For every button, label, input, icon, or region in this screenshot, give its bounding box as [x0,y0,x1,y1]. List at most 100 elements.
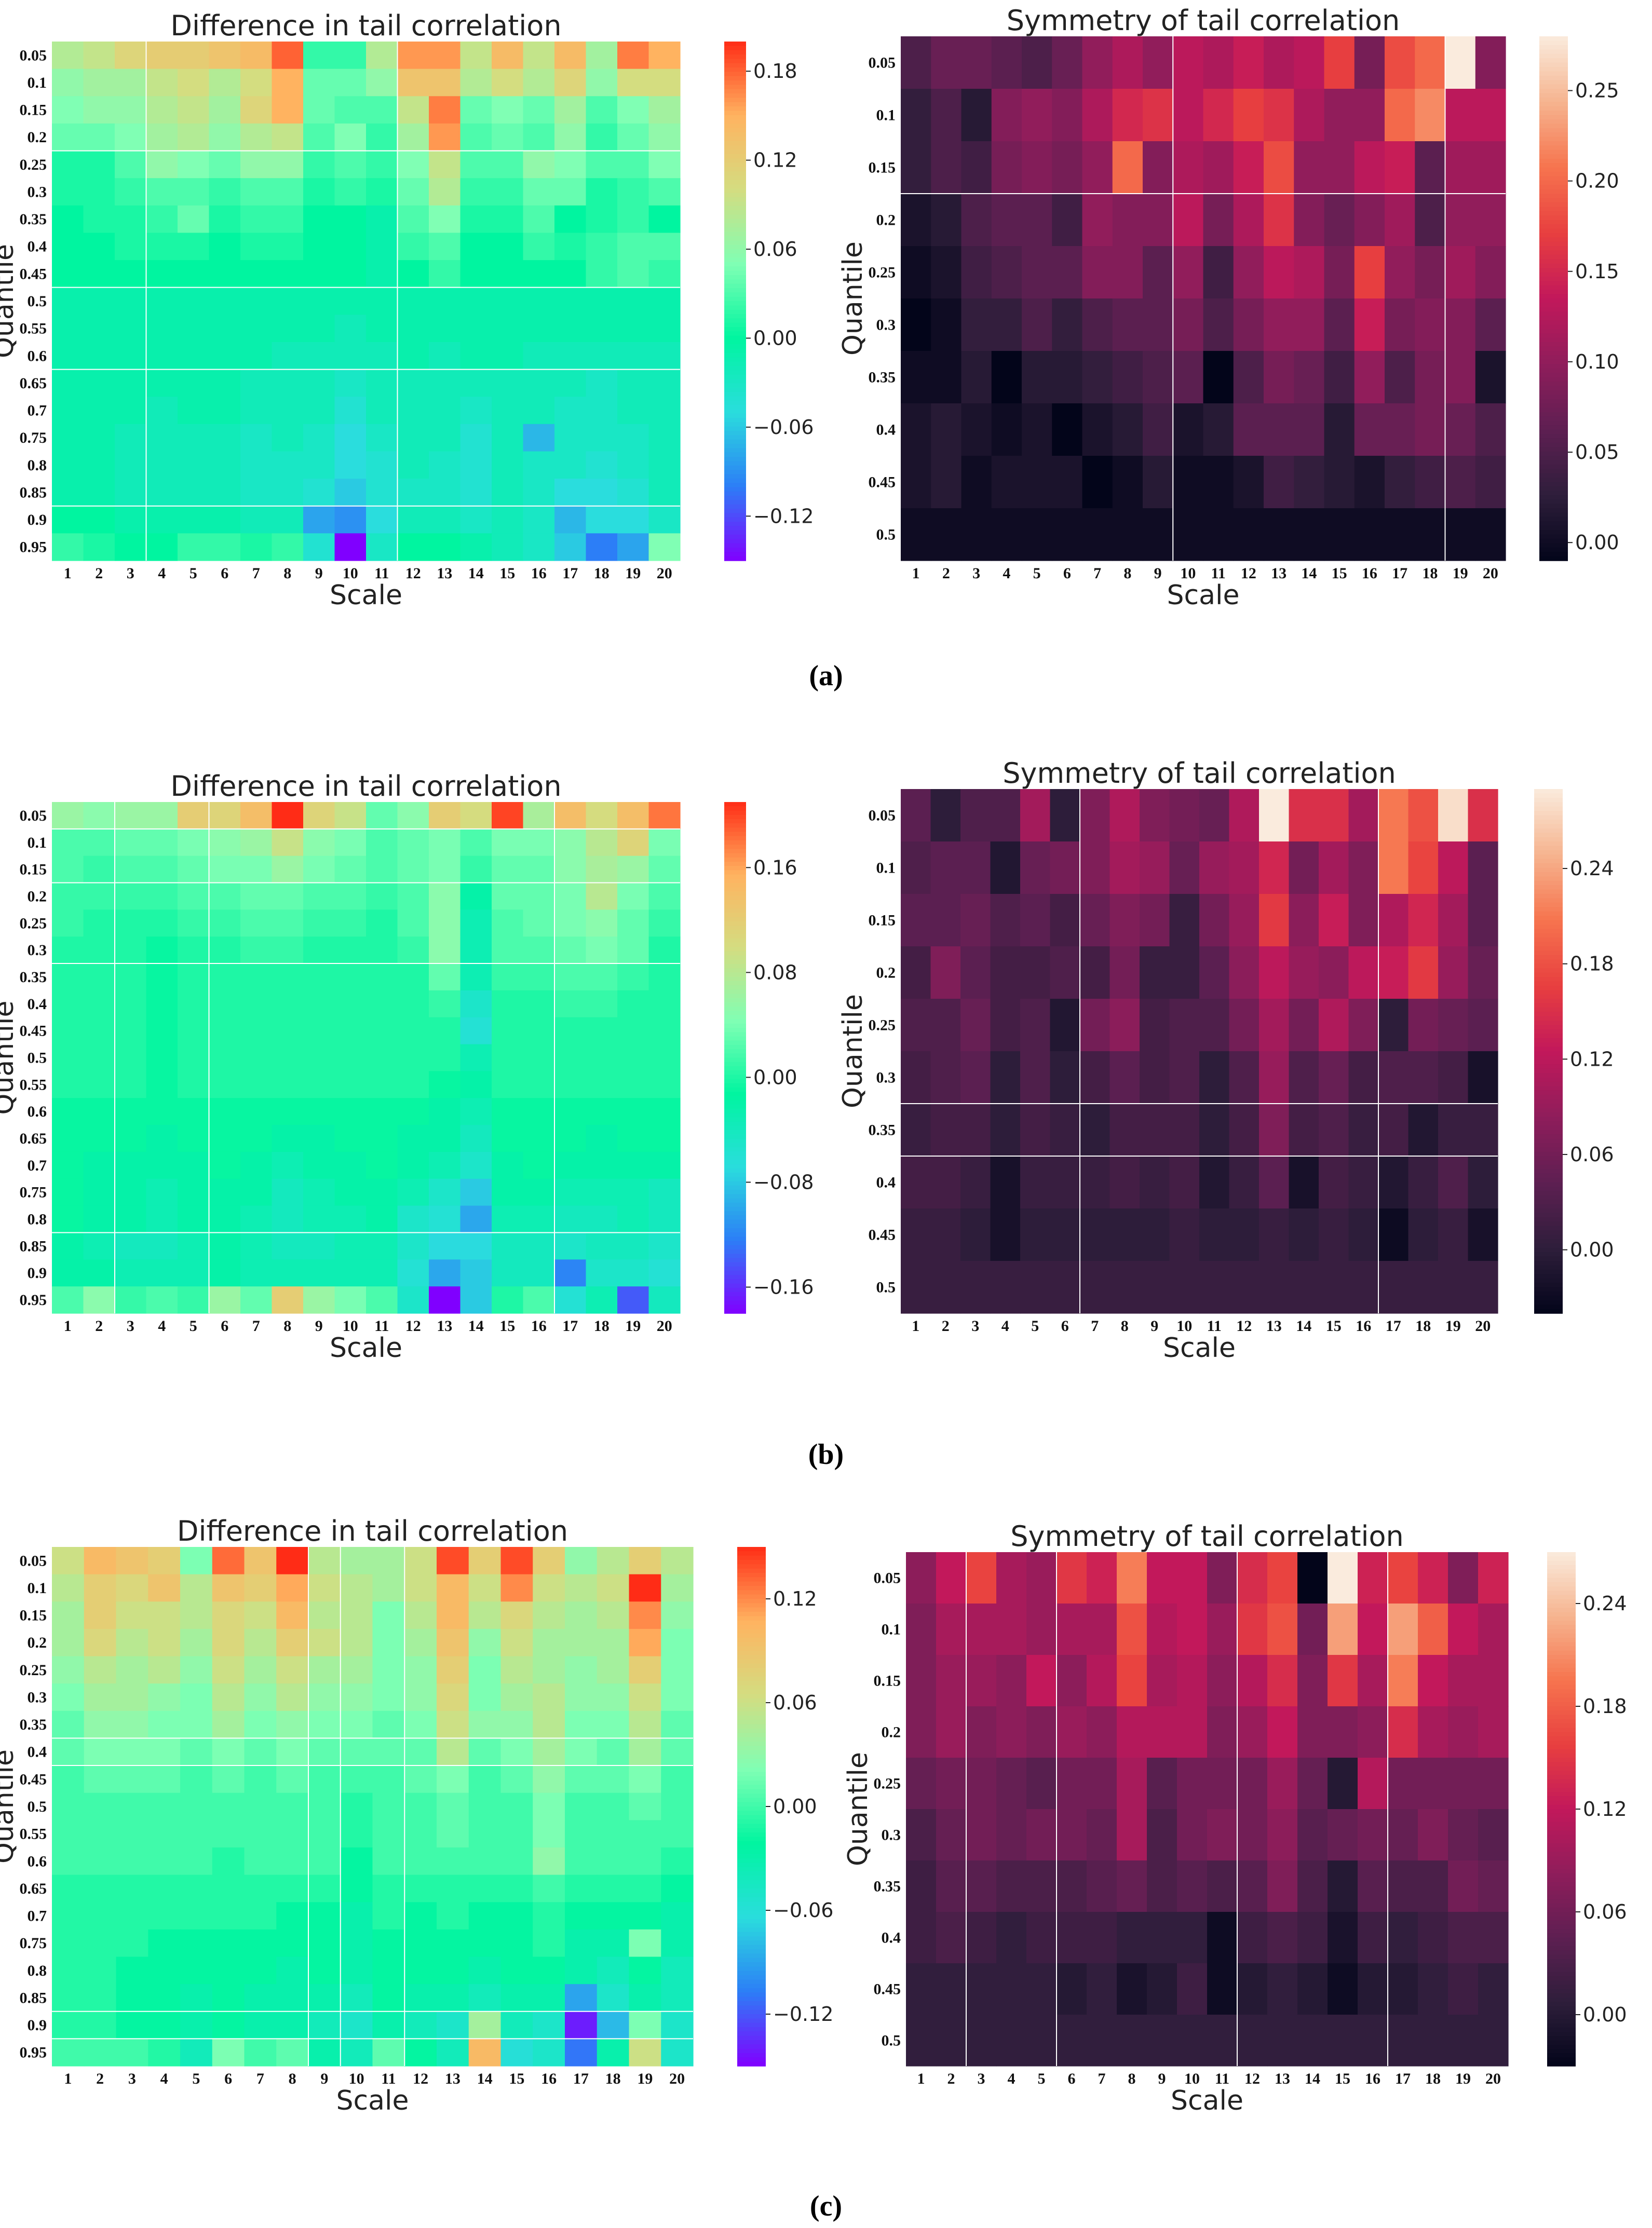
colorbar-segment [1539,119,1568,125]
heatmap-cell [1358,1604,1388,1655]
heatmap-cell [1199,1051,1230,1104]
heatmap-cell [1229,1208,1260,1261]
heatmap-cell [429,1259,461,1287]
heatmap-cell [906,1655,937,1707]
heatmap-cell [597,1792,630,1821]
heatmap-cell [429,260,461,288]
colorbar-segment [1539,211,1568,216]
heatmap-cell [334,1286,367,1314]
colorbar-segment [1534,968,1563,973]
heatmap-cell [146,506,178,534]
colorbar-segment [724,72,746,77]
colorbar-segment [1547,1895,1576,1900]
heatmap-cell [83,151,115,179]
heatmap-cell [460,233,492,261]
colorbar-segment [1534,850,1563,855]
heatmap-cell [52,1902,85,1930]
heatmap-cell [523,963,555,991]
colorbar-segment [724,955,746,960]
colorbar-segment [1534,1077,1563,1082]
colorbar-segment [724,80,746,86]
colorbar-segment [737,1949,766,1954]
colorbar-segment [1547,2036,1576,2041]
heatmap-cell [554,260,587,288]
colorbar-segment [737,1871,766,1877]
heatmap-cell [397,205,429,234]
heatmap-cell [212,1574,245,1602]
colorbar-segment [737,2044,766,2049]
heatmap-cell [340,1574,373,1602]
heatmap-cell [1259,946,1290,999]
heatmap-cell [52,1957,85,1985]
heatmap-cell [1289,789,1319,842]
heatmap-cell [617,369,649,397]
heatmap-cell [276,1628,309,1657]
heatmap-cell [554,397,587,425]
colorbar-segment [1539,504,1568,509]
heatmap-cell [308,1929,341,1958]
heatmap-cell [209,533,241,561]
colorbar-segment [1539,368,1568,373]
heatmap-cell [1057,1758,1087,1810]
heatmap-cell [115,178,147,206]
colorbar-segment [1547,1646,1576,1651]
heatmap-cell [303,1259,335,1287]
heatmap-cell [429,506,461,534]
heatmap-cell [1173,456,1204,509]
heatmap-cell [366,990,398,1018]
colorbar-segment [1547,1715,1576,1720]
heatmap-cell [52,1044,84,1072]
heatmap-cell [1026,1963,1057,2015]
colorbar-segment [724,119,746,125]
heatmap-cell [308,2011,341,2039]
heatmap-cell [901,1156,931,1209]
heatmap-cell [1020,999,1051,1052]
heatmap-cell [1328,1912,1358,1964]
heatmap-cell [523,1044,555,1072]
x-tick-label: 2 [947,2070,955,2087]
heatmap-cell [366,342,398,370]
heatmap-cell [272,1178,304,1206]
x-tick-label: 20 [1485,2070,1501,2087]
heatmap-cell [1294,351,1325,404]
heatmap-cell [404,1628,437,1657]
y-tick-label: 0.3 [28,1689,47,1706]
heatmap-cell [178,1259,210,1287]
colorbar-segment [737,1642,766,1647]
heatmap-cell [366,1071,398,1098]
heatmap-cell [960,1208,991,1261]
heatmap-cell [240,1071,273,1098]
heatmap-cell [648,802,681,830]
heatmap-cell [931,36,962,89]
x-tick-label: 9 [320,2070,328,2087]
heatmap-cell [936,2015,967,2067]
colorbar-segment [1534,942,1563,947]
y-tick-label: 0.85 [20,484,47,501]
heatmap-cell [1415,403,1446,456]
heatmap-cell [936,1860,967,1912]
colorbar-segment [1534,1042,1563,1048]
heatmap-cell [334,260,367,288]
y-tick-label: 0.45 [20,1771,47,1788]
heatmap-cell [240,233,273,261]
heatmap-cell [212,1547,245,1575]
colorbar-segment [1539,547,1568,552]
colorbar-segment [1539,316,1568,321]
colorbar-segment [1534,1305,1563,1310]
x-tick-label: 2 [96,2070,104,2087]
heatmap-cell [554,533,587,561]
heatmap-cell [52,990,84,1018]
chart-title: Difference in tail correlation [170,9,561,42]
heatmap-cell [52,1984,85,2012]
colorbar-segment [724,836,746,841]
heatmap-cell [1348,789,1379,842]
x-tick-label: 9 [315,565,323,582]
colorbar-segment [1547,1745,1576,1750]
heatmap-cell [1289,841,1319,894]
colorbar-segment [1547,1873,1576,1878]
heatmap-cell [931,403,962,456]
heatmap-cell [1319,1208,1349,1261]
heatmap-cell [116,1874,148,1903]
heatmap-cell [990,1051,1021,1104]
x-tick-label: 19 [625,1317,641,1335]
